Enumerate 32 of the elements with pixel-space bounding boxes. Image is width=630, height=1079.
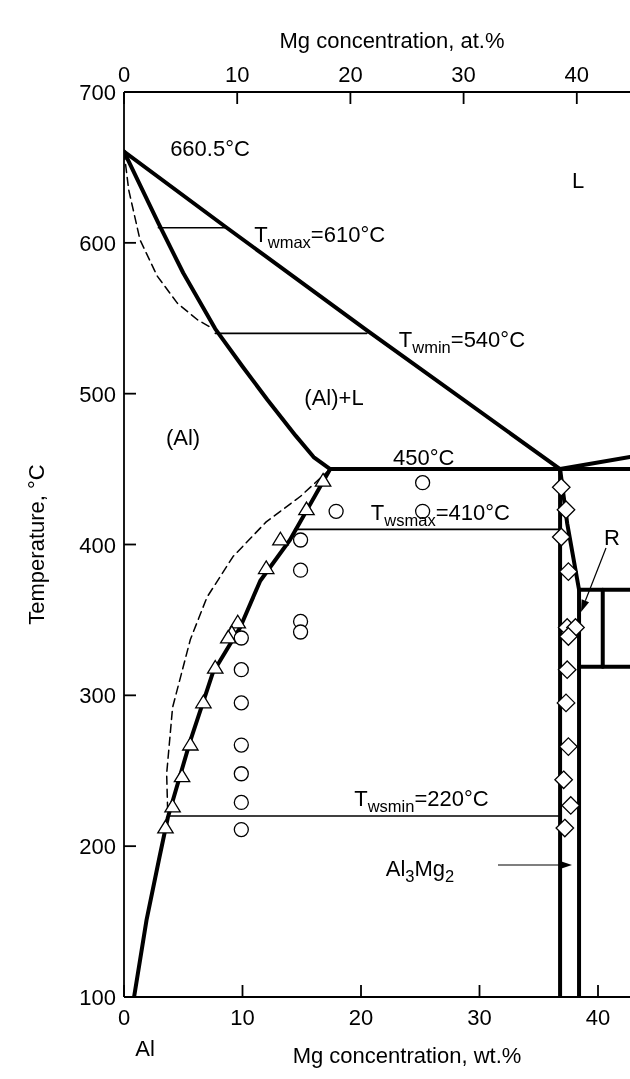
x2-tick-label: 10: [224, 62, 250, 87]
annotation: T$_{wmin}$=540°C: [398, 327, 526, 357]
y-tick-label: 600: [79, 230, 116, 256]
y-axis-title: Temperature, °C: [24, 464, 49, 625]
y-tick-label: 200: [79, 834, 116, 860]
x-tick-label: 30: [467, 1005, 492, 1030]
annotation: R: [604, 525, 620, 550]
annotation: 660.5°C: [170, 135, 250, 161]
text: Al: [135, 1036, 155, 1061]
x2-tick-label: 30: [451, 62, 476, 87]
x-axis-title: Mg concentration, wt.%: [292, 1043, 522, 1068]
x-tick-label: 10: [230, 1005, 255, 1030]
y-tick-label: 400: [79, 532, 116, 558]
annotation: 450°C: [393, 445, 455, 471]
y-tick-label: 700: [79, 80, 116, 105]
annotation: (Al): [165, 425, 201, 450]
annotation: L: [571, 168, 585, 193]
x2-tick-label: 20: [338, 62, 363, 87]
x-tick-label: 0: [117, 1005, 131, 1030]
y-tick-label: 100: [79, 985, 116, 1010]
annotation: T$_{wsmax}$=410°C: [370, 500, 511, 530]
annotation: T$_{wsmin}$=220°C: [354, 786, 489, 815]
x2-tick-label: 40: [564, 62, 590, 87]
x-tick-label: 40: [585, 1005, 611, 1030]
x2-tick-label: 0: [117, 62, 131, 87]
x-tick-label: 20: [348, 1005, 374, 1030]
y-tick-label: 300: [79, 683, 116, 709]
annotation: (Al)+L: [304, 385, 364, 410]
y-tick-label: 500: [79, 381, 116, 407]
annotation: Al$_{3}$Mg$_{2}$: [385, 856, 455, 885]
annotation: T$_{wmax}$=610°C: [254, 221, 386, 251]
x2-axis-title: Mg concentration, at.%: [279, 28, 505, 53]
